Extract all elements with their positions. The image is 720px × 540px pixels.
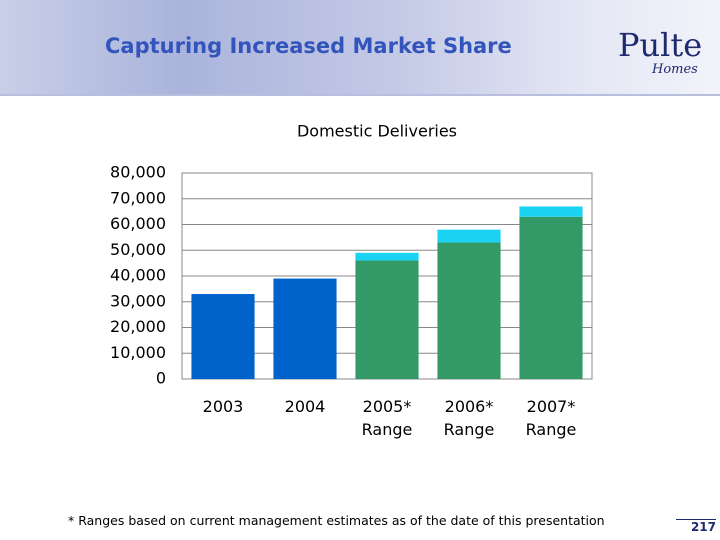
y-tick-label: 50,000 <box>110 240 166 259</box>
x-tick-label: 2006* Range <box>443 397 495 439</box>
chart-title: Domestic Deliveries <box>297 122 457 141</box>
bar-segment <box>519 216 583 379</box>
bar-segment <box>519 206 583 217</box>
bar-segment <box>355 252 419 261</box>
logo: Pulte Homes <box>612 18 712 80</box>
bar-segment <box>273 278 337 379</box>
y-tick-label: 10,000 <box>110 343 166 362</box>
bar-segment <box>437 242 501 379</box>
header-banner <box>0 0 720 96</box>
footnote: * Ranges based on current management est… <box>68 513 605 528</box>
logo-sub: Homes <box>652 62 698 77</box>
bar-segment <box>437 229 501 243</box>
y-tick-label: 80,000 <box>110 163 166 182</box>
bar-segment <box>191 294 255 379</box>
logo-name: Pulte <box>618 26 703 64</box>
x-tick-label: 2003 <box>202 397 244 416</box>
y-tick-label: 40,000 <box>110 266 166 285</box>
page-number: 217 <box>676 519 716 534</box>
x-tick-label: 2004 <box>284 397 326 416</box>
y-tick-label: 60,000 <box>110 214 166 233</box>
slide-title: Capturing Increased Market Share <box>105 34 512 58</box>
x-tick-label: 2007* Range <box>525 397 577 439</box>
y-tick-label: 0 <box>156 369 166 388</box>
bar-segment <box>355 260 419 379</box>
y-tick-label: 20,000 <box>110 317 166 336</box>
y-tick-label: 70,000 <box>110 188 166 207</box>
y-tick-label: 30,000 <box>110 291 166 310</box>
x-tick-label: 2005* Range <box>361 397 413 439</box>
